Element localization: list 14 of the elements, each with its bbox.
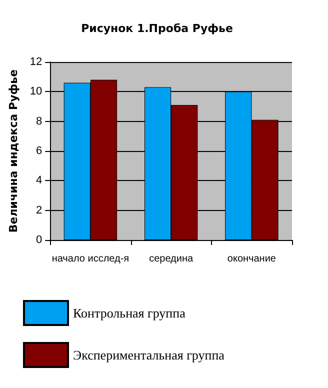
legend-label: Контрольная группа [73, 306, 186, 320]
y-tick-label: 6 [36, 145, 42, 157]
y-tick-label: 12 [30, 56, 42, 68]
x-tick-label: середина [149, 254, 194, 264]
x-tick-label: окончание [227, 254, 276, 264]
y-tick-label: 0 [36, 234, 42, 246]
x-tick-label: начало исслед-я [52, 254, 130, 264]
y-tick-label: 10 [30, 86, 42, 98]
y-tick-label: 2 [36, 204, 42, 216]
y-tick-label: 8 [36, 115, 42, 128]
y-axis-title: Величина индекса Руфье [7, 69, 20, 233]
y-tick-label: 4 [36, 174, 42, 187]
legend-label: Экспериментальная группа [73, 348, 225, 362]
chart-title: Рисунок 1.Проба Руфье [81, 22, 233, 35]
